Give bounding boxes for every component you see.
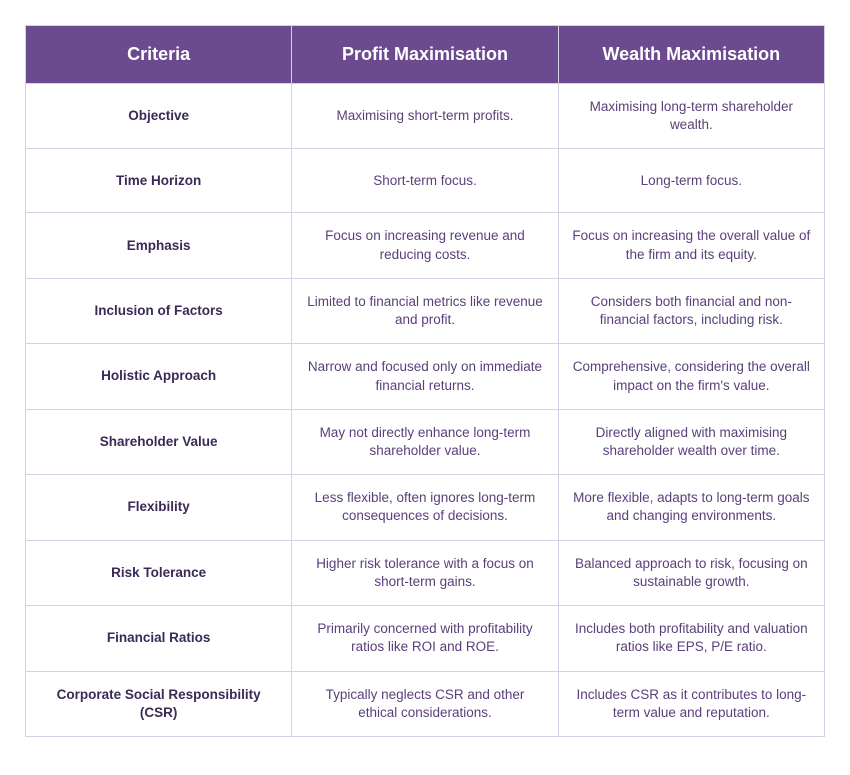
profit-cell: May not directly enhance long-term share…: [292, 409, 558, 474]
wealth-cell: Comprehensive, considering the overall i…: [558, 344, 824, 409]
wealth-cell: Includes CSR as it contributes to long-t…: [558, 671, 824, 736]
table-row: Corporate Social Responsibility (CSR) Ty…: [26, 671, 825, 736]
table-row: Shareholder Value May not directly enhan…: [26, 409, 825, 474]
wealth-cell: Includes both profitability and valuatio…: [558, 606, 824, 671]
criteria-cell: Flexibility: [26, 475, 292, 540]
wealth-cell: Long-term focus.: [558, 149, 824, 213]
table-row: Risk Tolerance Higher risk tolerance wit…: [26, 540, 825, 605]
table-row: Inclusion of Factors Limited to financia…: [26, 278, 825, 343]
criteria-cell: Inclusion of Factors: [26, 278, 292, 343]
wealth-cell: Maximising long-term shareholder wealth.: [558, 84, 824, 149]
profit-cell: Higher risk tolerance with a focus on sh…: [292, 540, 558, 605]
criteria-cell: Holistic Approach: [26, 344, 292, 409]
criteria-cell: Time Horizon: [26, 149, 292, 213]
criteria-cell: Emphasis: [26, 213, 292, 278]
profit-cell: Primarily concerned with profitability r…: [292, 606, 558, 671]
table-row: Holistic Approach Narrow and focused onl…: [26, 344, 825, 409]
profit-cell: Typically neglects CSR and other ethical…: [292, 671, 558, 736]
profit-cell: Short-term focus.: [292, 149, 558, 213]
wealth-cell: Considers both financial and non-financi…: [558, 278, 824, 343]
criteria-cell: Risk Tolerance: [26, 540, 292, 605]
table-header: Criteria Profit Maximisation Wealth Maxi…: [26, 26, 825, 84]
col-header-criteria: Criteria: [26, 26, 292, 84]
criteria-cell: Corporate Social Responsibility (CSR): [26, 671, 292, 736]
profit-cell: Focus on increasing revenue and reducing…: [292, 213, 558, 278]
col-header-profit: Profit Maximisation: [292, 26, 558, 84]
profit-cell: Narrow and focused only on immediate fin…: [292, 344, 558, 409]
table-row: Time Horizon Short-term focus. Long-term…: [26, 149, 825, 213]
col-header-wealth: Wealth Maximisation: [558, 26, 824, 84]
criteria-cell: Financial Ratios: [26, 606, 292, 671]
criteria-cell: Objective: [26, 84, 292, 149]
table-row: Financial Ratios Primarily concerned wit…: [26, 606, 825, 671]
profit-cell: Less flexible, often ignores long-term c…: [292, 475, 558, 540]
criteria-cell: Shareholder Value: [26, 409, 292, 474]
table-row: Objective Maximising short-term profits.…: [26, 84, 825, 149]
wealth-cell: Directly aligned with maximising shareho…: [558, 409, 824, 474]
wealth-cell: More flexible, adapts to long-term goals…: [558, 475, 824, 540]
wealth-cell: Balanced approach to risk, focusing on s…: [558, 540, 824, 605]
table-row: Flexibility Less flexible, often ignores…: [26, 475, 825, 540]
profit-cell: Limited to financial metrics like revenu…: [292, 278, 558, 343]
table-row: Emphasis Focus on increasing revenue and…: [26, 213, 825, 278]
comparison-table: Criteria Profit Maximisation Wealth Maxi…: [25, 25, 825, 737]
wealth-cell: Focus on increasing the overall value of…: [558, 213, 824, 278]
profit-cell: Maximising short-term profits.: [292, 84, 558, 149]
table-body: Objective Maximising short-term profits.…: [26, 84, 825, 737]
